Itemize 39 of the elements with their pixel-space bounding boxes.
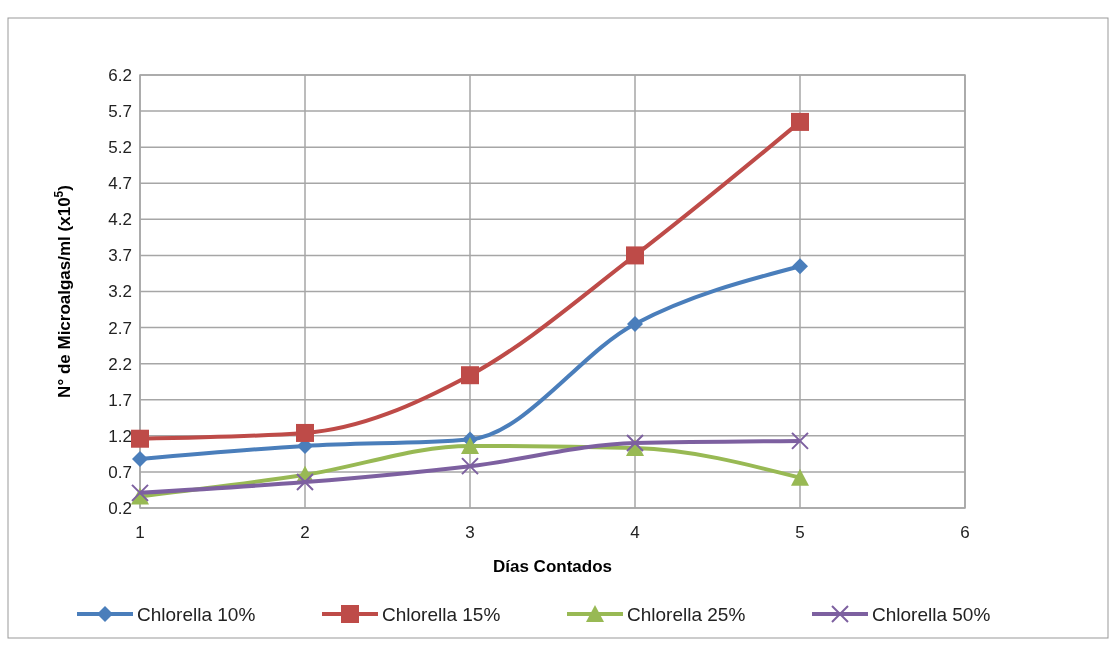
y-tick-label: 3.7 <box>108 246 132 266</box>
y-tick-label: 4.7 <box>108 174 132 194</box>
x-tick-label: 1 <box>135 523 145 542</box>
y-tick-label: 0.2 <box>108 498 132 518</box>
y-tick-label: 5.2 <box>108 138 132 158</box>
legend-label: Chlorella 10% <box>137 603 256 625</box>
legend-label: Chlorella 50% <box>872 603 991 625</box>
y-tick-label: 6.2 <box>108 65 132 85</box>
legend-label: Chlorella 15% <box>382 603 501 625</box>
y-tick-label: 5.7 <box>108 102 132 122</box>
point <box>131 483 149 502</box>
x-axis-title: Días Contados <box>492 557 613 576</box>
point <box>296 423 314 442</box>
y-tick-label: 2.7 <box>108 318 132 338</box>
point <box>626 246 644 265</box>
y-tick-label: 1.2 <box>108 426 132 446</box>
point <box>132 450 148 467</box>
point <box>626 434 644 453</box>
point <box>791 431 809 450</box>
point <box>791 112 809 131</box>
point <box>296 473 314 492</box>
legend-label: Chlorella 25% <box>627 603 746 625</box>
x-tick-label: 3 <box>465 523 475 542</box>
x-tick-label: 2 <box>300 523 310 542</box>
x-tick-label: 6 <box>960 523 970 542</box>
y-tick-label: 3.2 <box>108 282 132 302</box>
point <box>131 429 149 448</box>
point <box>461 457 479 476</box>
y-tick-label: 2.2 <box>108 354 132 374</box>
point <box>792 258 808 275</box>
x-tick-label: 4 <box>630 523 640 542</box>
y-tick-label: 0.7 <box>108 462 132 482</box>
y-tick-label: 1.7 <box>108 390 132 410</box>
point <box>791 468 809 486</box>
x-tick-label: 5 <box>795 523 805 542</box>
point <box>627 315 643 332</box>
point <box>461 366 479 385</box>
point <box>461 436 479 454</box>
y-tick-label: 4.2 <box>108 210 132 230</box>
